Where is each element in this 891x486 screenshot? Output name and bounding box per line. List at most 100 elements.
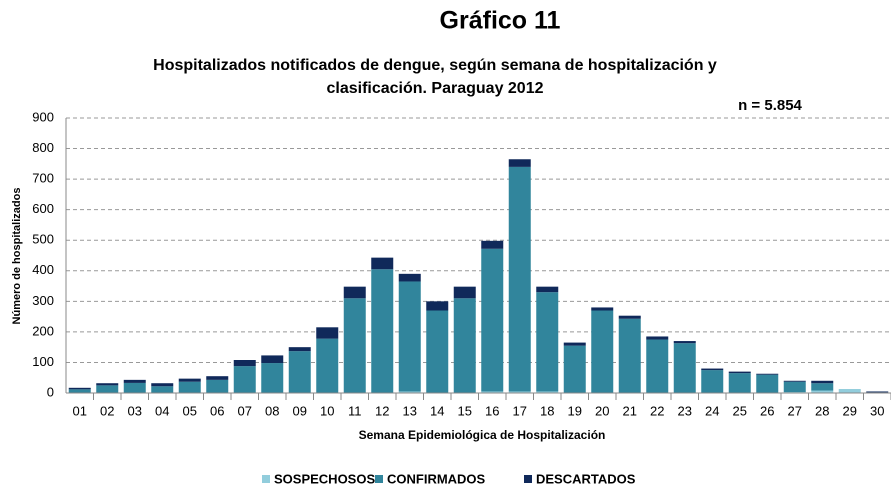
bar-segment (96, 383, 119, 386)
bar-segment (233, 366, 256, 393)
y-axis-label: Número de hospitalizados (11, 188, 23, 325)
bar-segment (151, 386, 174, 393)
bar-segment (96, 385, 119, 393)
bar-segment (206, 376, 229, 380)
x-tick-label: 14 (430, 403, 444, 418)
bar-segment (701, 370, 724, 393)
x-tick-label: 07 (238, 403, 252, 418)
y-tick-label: 500 (32, 232, 54, 247)
bar-segment (426, 301, 449, 311)
bar-segment (783, 380, 806, 382)
annotation: n = 5.854 (738, 97, 802, 114)
x-tick-label: 27 (788, 403, 802, 418)
bar-segment (398, 391, 421, 393)
bar-segment (371, 269, 394, 393)
bar-segment (261, 355, 284, 364)
y-tick-label: 200 (32, 323, 54, 338)
bar-segment (316, 327, 339, 339)
bar-segment (123, 382, 146, 393)
x-tick-label: 24 (705, 403, 719, 418)
bar-segment (123, 379, 146, 383)
bar-segment (288, 347, 311, 352)
bar-segment (178, 381, 201, 393)
x-tick-label: 11 (348, 403, 362, 418)
bar-segment (536, 286, 559, 293)
x-tick-label: 01 (73, 403, 87, 418)
bar-segment (288, 351, 311, 393)
x-tick-label: 13 (403, 403, 417, 418)
x-tick-label: 05 (183, 403, 197, 418)
bar-segment (206, 379, 229, 393)
x-tick-label: 29 (843, 403, 857, 418)
bar-segment (618, 318, 641, 393)
x-tick-label: 22 (650, 403, 664, 418)
x-tick-label: 10 (320, 403, 334, 418)
x-axis-label: Semana Epidemiológica de Hospitalización (359, 428, 606, 442)
x-tick-label: 21 (623, 403, 637, 418)
y-tick-label: 400 (32, 262, 54, 277)
bar-segment (536, 292, 559, 392)
bar-segment (481, 240, 504, 249)
y-tick-label: 0 (47, 384, 54, 399)
x-tick-label: 26 (760, 403, 774, 418)
legend-label: SOSPECHOSOS (274, 471, 375, 486)
x-tick-label: 18 (540, 403, 554, 418)
bar-segment (646, 339, 669, 393)
bar-segment (398, 281, 421, 392)
bar-segment (68, 387, 91, 390)
x-tick-label: 20 (595, 403, 609, 418)
x-tick-label: 16 (485, 403, 499, 418)
y-tick-label: 900 (32, 109, 54, 124)
bar-segment (866, 391, 889, 393)
bar-segment (563, 345, 586, 393)
x-tick-label: 02 (100, 403, 114, 418)
x-tick-label: 06 (210, 403, 224, 418)
y-tick-label: 300 (32, 293, 54, 308)
legend-swatch (524, 475, 532, 483)
bar-segment (508, 166, 531, 392)
bar-segment (728, 373, 751, 393)
bar-segment (701, 368, 724, 371)
bar-segment (178, 378, 201, 382)
bar-segment (316, 338, 339, 393)
x-tick-label: 09 (293, 403, 307, 418)
bar-segment (811, 380, 834, 384)
x-tick-label: 03 (128, 403, 142, 418)
bar-segment (426, 310, 449, 393)
x-tick-label: 28 (815, 403, 829, 418)
bar-segment (618, 315, 641, 319)
x-tick-label: 08 (265, 403, 279, 418)
x-tick-label: 25 (733, 403, 747, 418)
chart-subtitle: Hospitalizados notificados de dengue, se… (153, 57, 717, 74)
bar-segment (673, 343, 696, 393)
y-tick-label: 800 (32, 140, 54, 155)
bar-segment (398, 273, 421, 282)
bar-segment (811, 390, 834, 393)
x-tick-label: 17 (513, 403, 527, 418)
legend-label: CONFIRMADOS (387, 471, 486, 486)
bar-segment (728, 371, 751, 374)
bar-segment (481, 391, 504, 393)
bar-segment (756, 374, 779, 393)
legend-swatch (262, 475, 270, 483)
bar-segment (563, 342, 586, 346)
y-tick-label: 700 (32, 171, 54, 186)
bar-segment (261, 363, 284, 393)
bar-segment (343, 286, 366, 299)
bar-segment (646, 336, 669, 340)
bar-segment (68, 389, 91, 393)
bar-segment (233, 360, 256, 367)
x-tick-label: 19 (568, 403, 582, 418)
bar-segment (343, 298, 366, 393)
bar-segment (591, 310, 614, 393)
bar-segment (838, 389, 861, 393)
bar-segment (453, 298, 476, 393)
bar-segment (783, 381, 806, 393)
x-tick-label: 30 (870, 403, 884, 418)
bar-segment (756, 373, 779, 375)
chart-subtitle: clasificación. Paraguay 2012 (326, 80, 543, 97)
x-tick-label: 12 (375, 403, 389, 418)
bar-segment (508, 391, 531, 393)
bar-segment (453, 286, 476, 299)
